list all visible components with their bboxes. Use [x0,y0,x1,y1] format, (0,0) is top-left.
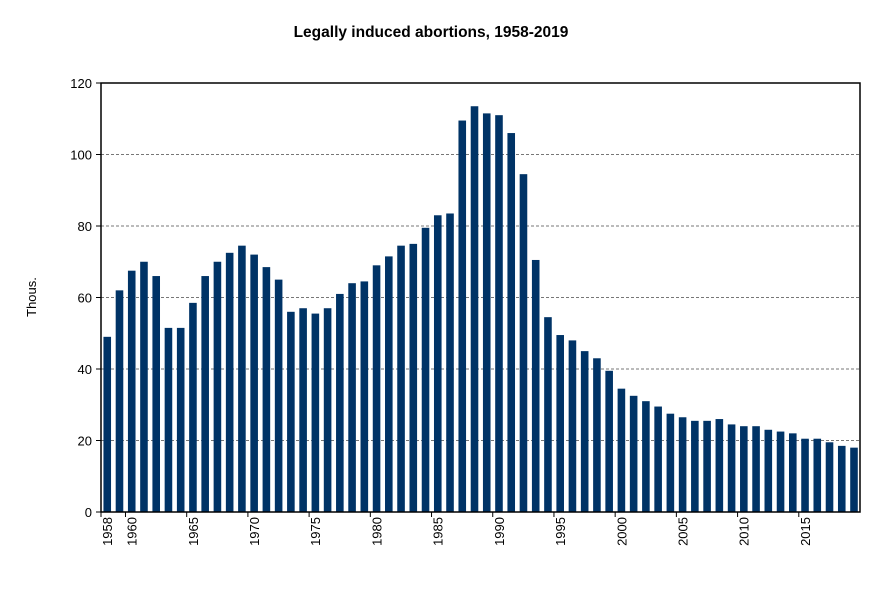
bar-1974 [299,308,307,512]
bar-2013 [776,431,785,512]
y-tick-label: 100 [70,148,92,163]
bar-1960 [127,270,136,512]
bar-1987 [458,120,467,512]
bars [103,106,858,513]
y-tick-label: 40 [78,362,92,377]
x-tick-label: 2000 [614,517,629,546]
bar-1993 [531,259,540,512]
x-tick-label: 1980 [369,517,384,546]
chart-title: Legally induced abortions, 1958-2019 [293,24,569,41]
x-tick-label: 1965 [186,517,201,546]
bar-1961 [140,261,148,512]
bar-1989 [482,113,491,512]
bar-1972 [274,279,283,512]
bar-1980 [372,265,381,512]
bar-1990 [495,115,503,513]
bar-2016 [813,438,822,512]
bar-1969 [238,245,246,512]
bar-2007 [703,420,711,512]
bar-1984 [421,227,430,512]
bar-2012 [764,429,773,512]
bar-1970 [250,254,258,512]
x-tick-label: 2005 [675,517,690,546]
bar-1985 [433,215,442,512]
y-axis-label: Thous. [24,277,39,317]
bar-2010 [740,426,748,512]
bar-2000 [617,388,626,512]
bar-1991 [507,133,516,513]
x-tick-label: 2010 [737,517,752,546]
plot-frame [100,82,861,513]
bar-1962 [152,276,161,512]
y-tick-label: 80 [78,219,92,234]
bar-1977 [336,293,344,512]
x-tick-label: 1985 [431,517,446,546]
bar-2004 [666,413,675,512]
bar-1976 [323,308,332,512]
bar-1958 [103,336,112,512]
y-tick-label: 60 [78,291,92,306]
y-tick-label: 20 [78,434,92,449]
bar-1963 [164,327,173,512]
bar-2001 [629,395,638,512]
bar-1996 [568,340,577,512]
bar-1995 [556,335,564,512]
bar-2011 [752,426,760,512]
y-tick-label: 0 [85,505,92,520]
y-tick-label: 120 [70,76,92,91]
bar-2014 [788,433,797,512]
bar-2017 [825,442,834,512]
bar-2015 [801,438,809,512]
bar-1978 [348,283,356,512]
bar-1983 [409,243,418,512]
bar-1965 [189,302,197,512]
bar-1982 [397,245,405,512]
bar-1979 [360,281,369,512]
bar-1992 [519,174,528,512]
bar-1959 [115,290,124,512]
bar-2019 [850,447,858,512]
bar-1981 [385,256,393,512]
bar-1975 [311,313,320,512]
bar-1967 [213,261,222,512]
x-tick-label: 1970 [247,517,262,546]
x-tick-label: 1995 [553,517,568,546]
bar-2002 [642,401,650,512]
x-tick-label: 1975 [308,517,323,546]
x-tick-label: 1990 [492,517,507,546]
bar-1964 [176,327,185,512]
bar-1986 [446,213,454,513]
bar-2008 [715,419,724,512]
bar-2018 [837,445,846,512]
bar-1968 [225,252,234,512]
bar-2005 [678,417,687,512]
bar-1973 [287,311,295,512]
bar-2009 [727,424,736,512]
bar-2006 [691,420,699,512]
x-tick-label: 1960 [125,517,140,546]
bar-2003 [654,406,662,512]
bar-1997 [580,351,589,512]
bar-1988 [470,106,479,513]
axes: 0 20 40 60 80 100 120 1958 1960 1965 1970 1975 1980 1… [70,76,861,546]
bar-1971 [262,267,271,512]
bar-1994 [544,317,552,512]
bar-1966 [201,276,209,512]
bar-1998 [593,358,601,512]
x-tick-label: 2015 [798,517,813,546]
x-tick-label: 1958 [100,517,115,546]
bar-1999 [605,370,613,512]
